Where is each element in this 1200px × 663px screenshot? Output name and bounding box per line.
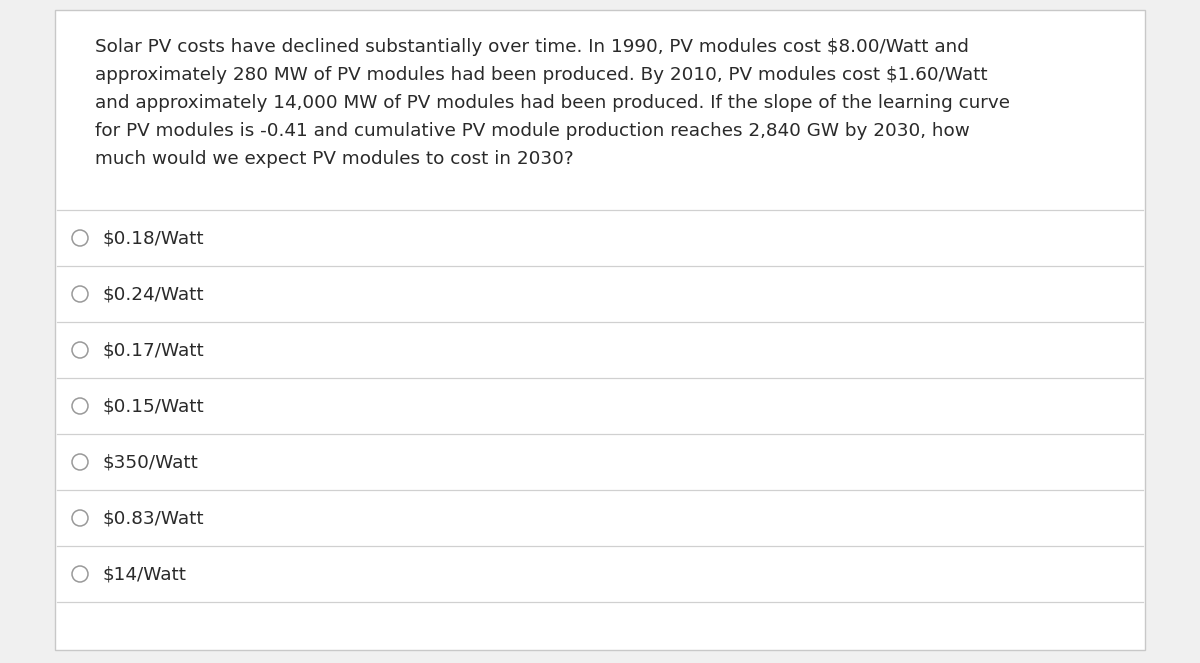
- Text: much would we expect PV modules to cost in 2030?: much would we expect PV modules to cost …: [95, 150, 574, 168]
- Text: $14/Watt: $14/Watt: [103, 565, 187, 583]
- Text: $350/Watt: $350/Watt: [103, 453, 199, 471]
- Text: $0.17/Watt: $0.17/Watt: [103, 341, 205, 359]
- Text: approximately 280 MW of PV modules had been produced. By 2010, PV modules cost $: approximately 280 MW of PV modules had b…: [95, 66, 988, 84]
- Text: $0.24/Watt: $0.24/Watt: [103, 285, 205, 303]
- Text: for PV modules is -0.41 and cumulative PV module production reaches 2,840 GW by : for PV modules is -0.41 and cumulative P…: [95, 122, 970, 140]
- Text: and approximately 14,000 MW of PV modules had been produced. If the slope of the: and approximately 14,000 MW of PV module…: [95, 94, 1010, 112]
- FancyBboxPatch shape: [55, 10, 1145, 650]
- Text: $0.15/Watt: $0.15/Watt: [103, 397, 205, 415]
- Text: $0.83/Watt: $0.83/Watt: [103, 509, 205, 527]
- Text: $0.18/Watt: $0.18/Watt: [103, 229, 205, 247]
- Text: Solar PV costs have declined substantially over time. In 1990, PV modules cost $: Solar PV costs have declined substantial…: [95, 38, 968, 56]
